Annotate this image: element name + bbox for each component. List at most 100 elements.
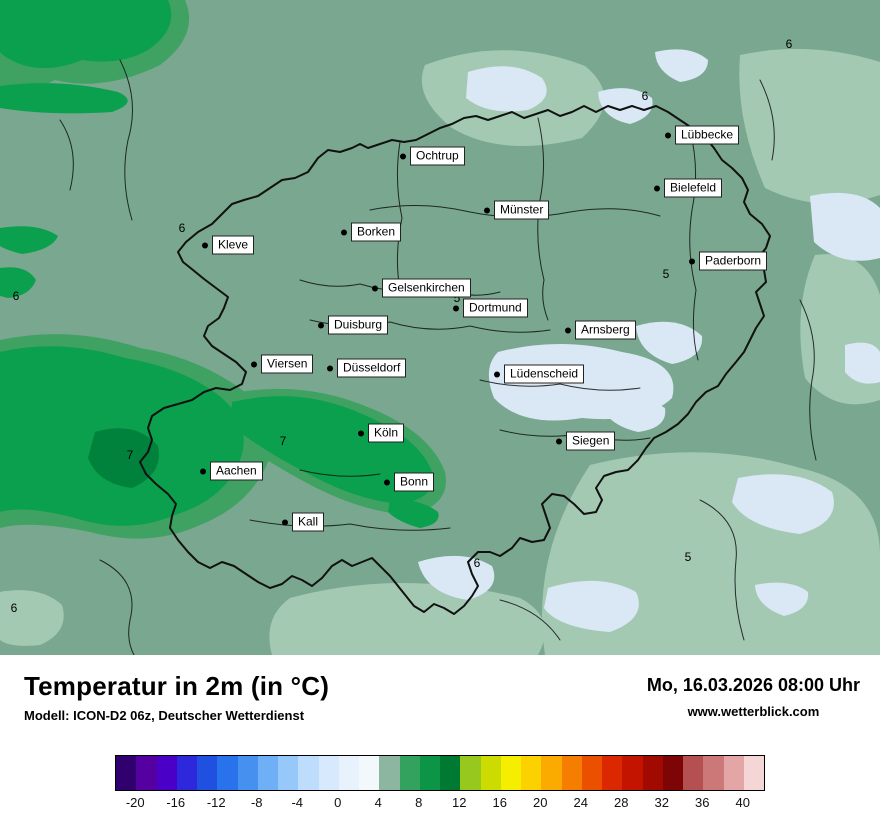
temperature-colorbar	[115, 755, 765, 791]
city-label: Düsseldorf	[337, 358, 407, 378]
colorbar-segment-6	[237, 756, 258, 790]
colorbar-tick-40: 40	[735, 795, 750, 810]
temperature-value: 6	[10, 601, 18, 615]
temperature-value: 5	[662, 267, 670, 281]
city-dot-icon	[556, 438, 562, 444]
city-dot-icon	[453, 305, 459, 311]
colorbar-segment-19	[500, 756, 521, 790]
colorbar-segment-18	[480, 756, 501, 790]
city-marker-paderborn: Paderborn	[689, 251, 768, 271]
city-dot-icon	[358, 430, 364, 436]
city-marker-viersen: Viersen	[251, 354, 314, 374]
city-marker-gelsenkirchen: Gelsenkirchen	[372, 278, 471, 298]
colorbar-tick--4: -4	[291, 795, 304, 810]
city-dot-icon	[318, 322, 324, 328]
city-label: Gelsenkirchen	[382, 278, 471, 298]
city-dot-icon	[282, 519, 288, 525]
colorbar-segment-0	[116, 756, 137, 790]
colorbar-segment-3	[176, 756, 197, 790]
temperature-value: 6	[12, 289, 20, 303]
dark-green-patch	[88, 428, 159, 488]
city-label: Siegen	[566, 431, 616, 451]
colorbar-tick-0: 0	[334, 795, 342, 810]
colorbar-segment-7	[257, 756, 278, 790]
colorbar-tick--20: -20	[125, 795, 145, 810]
city-marker-bielefeld: Bielefeld	[654, 178, 723, 198]
colorbar-segment-17	[460, 756, 481, 790]
colorbar-segment-8	[278, 756, 299, 790]
city-label: Köln	[368, 423, 405, 443]
city-label: Bielefeld	[664, 178, 723, 198]
colorbar-tick-12: 12	[452, 795, 467, 810]
city-dot-icon	[654, 185, 660, 191]
model-info: Modell: ICON-D2 06z, Deutscher Wetterdie…	[24, 708, 305, 723]
colorbar-tick--12: -12	[206, 795, 226, 810]
state-border	[139, 105, 771, 615]
colorbar-segment-30	[723, 756, 744, 790]
city-label: Dortmund	[463, 298, 528, 318]
city-label: Lübbecke	[675, 125, 740, 145]
map-graphic	[0, 0, 880, 655]
colorbar-tick-4: 4	[374, 795, 382, 810]
city-label: Duisburg	[328, 315, 389, 335]
city-marker-borken: Borken	[341, 222, 402, 242]
valid-datetime: Mo, 16.03.2026 08:00 Uhr	[646, 675, 860, 695]
colorbar-segment-12	[359, 756, 380, 790]
city-dot-icon	[484, 207, 490, 213]
colorbar-segment-27	[662, 756, 683, 790]
colorbar-segment-2	[156, 756, 177, 790]
colorbar-tick-20: 20	[533, 795, 548, 810]
city-marker-dsseldorf: Düsseldorf	[327, 358, 407, 378]
colorbar-segment-25	[622, 756, 643, 790]
city-label: Bonn	[394, 472, 435, 492]
colorbar-segment-11	[338, 756, 359, 790]
city-marker-kall: Kall	[282, 512, 325, 532]
city-label: Viersen	[261, 354, 314, 374]
colorbar-segment-21	[541, 756, 562, 790]
city-dot-icon	[689, 258, 695, 264]
city-dot-icon	[665, 132, 671, 138]
colorbar-segment-16	[440, 756, 461, 790]
colorbar-segment-24	[602, 756, 623, 790]
city-label: Paderborn	[699, 251, 768, 271]
city-marker-ochtrup: Ochtrup	[400, 146, 465, 166]
city-dot-icon	[565, 327, 571, 333]
colorbar-tick-32: 32	[654, 795, 669, 810]
page-title: Temperatur in 2m (in °C)	[24, 671, 330, 701]
colorbar-segment-5	[217, 756, 238, 790]
city-dot-icon	[384, 479, 390, 485]
colorbar-tick-labels: -20 -16 -12 -8 -4 0 4 8 12 16 20 24 28 32 36 40	[115, 795, 763, 813]
city-marker-duisburg: Duisburg	[318, 315, 389, 335]
city-dot-icon	[400, 153, 406, 159]
city-dot-icon	[202, 242, 208, 248]
city-label: Münster	[494, 200, 550, 220]
colorbar-tick-8: 8	[415, 795, 423, 810]
colorbar-tick-36: 36	[695, 795, 710, 810]
colorbar-segment-22	[561, 756, 582, 790]
website-url: www.wetterblick.com	[687, 704, 820, 719]
colorbar-segment-1	[136, 756, 157, 790]
city-marker-dortmund: Dortmund	[453, 298, 528, 318]
colorbar-segment-28	[683, 756, 704, 790]
city-dot-icon	[372, 285, 378, 291]
colorbar-segment-4	[197, 756, 218, 790]
colorbar-segment-29	[703, 756, 724, 790]
colorbar-tick--16: -16	[166, 795, 186, 810]
colorbar-segment-10	[318, 756, 339, 790]
colorbar-tick--8: -8	[250, 795, 263, 810]
temperature-value: 6	[785, 37, 793, 51]
colorbar-segment-26	[642, 756, 663, 790]
colorbar-segment-13	[379, 756, 400, 790]
temperature-value: 6	[178, 221, 186, 235]
city-label: Arnsberg	[575, 320, 636, 340]
colorbar-tick-24: 24	[573, 795, 588, 810]
city-marker-siegen: Siegen	[556, 431, 616, 451]
colorbar-tick-16: 16	[492, 795, 507, 810]
city-dot-icon	[327, 365, 333, 371]
city-marker-arnsberg: Arnsberg	[565, 320, 636, 340]
temperature-value: 7	[279, 434, 287, 448]
temperature-value-layer: 6 6 6 6 5 5 7 7 6 5 6	[10, 37, 793, 615]
city-marker-kln: Köln	[358, 423, 405, 443]
city-marker-bonn: Bonn	[384, 472, 435, 492]
